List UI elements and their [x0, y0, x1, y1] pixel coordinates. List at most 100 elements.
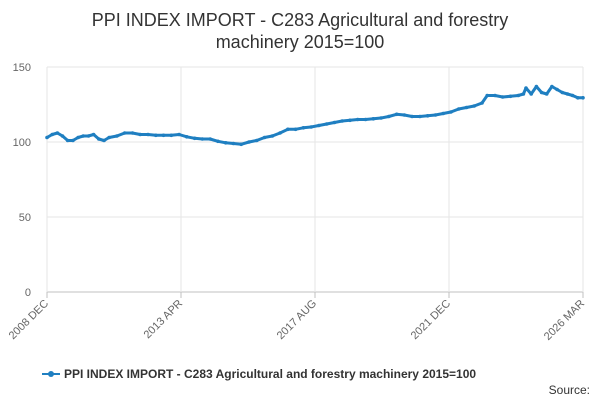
data-point[interactable]	[247, 140, 251, 144]
x-tick-label: 2017 AUG	[275, 298, 319, 342]
data-point[interactable]	[529, 92, 533, 96]
data-point[interactable]	[208, 137, 212, 141]
data-point[interactable]	[254, 138, 259, 143]
legend-dot-marker	[48, 371, 54, 377]
data-point[interactable]	[472, 104, 477, 108]
data-point[interactable]	[555, 87, 559, 92]
data-point[interactable]	[418, 114, 422, 119]
data-point[interactable]	[544, 92, 549, 96]
data-point[interactable]	[81, 134, 86, 138]
data-point[interactable]	[581, 96, 585, 100]
data-point[interactable]	[539, 90, 544, 95]
data-point[interactable]	[324, 122, 329, 126]
data-point[interactable]	[332, 120, 337, 125]
data-point[interactable]	[394, 112, 399, 117]
data-point[interactable]	[560, 90, 565, 95]
data-point[interactable]	[185, 135, 189, 139]
data-point[interactable]	[270, 134, 275, 138]
data-point[interactable]	[379, 116, 383, 120]
data-point[interactable]	[355, 117, 360, 122]
y-tick-label: 50	[19, 212, 31, 224]
data-point[interactable]	[480, 101, 484, 105]
data-point[interactable]	[71, 138, 75, 143]
data-point[interactable]	[410, 114, 414, 119]
data-point[interactable]	[493, 93, 497, 98]
data-point[interactable]	[286, 127, 290, 132]
data-point[interactable]	[91, 132, 96, 137]
data-point[interactable]	[154, 133, 158, 138]
data-point[interactable]	[550, 84, 554, 89]
data-point[interactable]	[516, 93, 521, 98]
data-point[interactable]	[500, 95, 505, 99]
data-point[interactable]	[138, 132, 142, 137]
data-point[interactable]	[161, 133, 166, 138]
legend[interactable]: PPI INDEX IMPORT - C283 Agricultural and…	[42, 367, 476, 381]
data-point[interactable]	[146, 132, 150, 137]
data-point[interactable]	[50, 132, 54, 137]
chart-title-line-1: PPI INDEX IMPORT - C283 Agricultural and…	[92, 10, 509, 30]
data-point[interactable]	[65, 138, 70, 143]
series-layer[interactable]	[45, 84, 585, 147]
data-point[interactable]	[97, 137, 101, 141]
data-point[interactable]	[425, 114, 430, 118]
data-point[interactable]	[200, 137, 205, 141]
data-point[interactable]	[309, 125, 313, 129]
data-point[interactable]	[524, 86, 528, 90]
legend-label[interactable]: PPI INDEX IMPORT - C283 Agricultural and…	[64, 367, 476, 381]
data-point[interactable]	[570, 93, 575, 98]
data-point[interactable]	[485, 93, 490, 98]
data-point[interactable]	[317, 123, 321, 128]
y-tick-label: 0	[25, 287, 31, 299]
data-point[interactable]	[576, 96, 580, 100]
data-point[interactable]	[216, 139, 220, 144]
data-point[interactable]	[231, 141, 236, 146]
y-tick-label: 150	[13, 62, 31, 74]
data-point[interactable]	[521, 92, 526, 96]
x-axis: 2008 DEC 2013 APR 2017 AUG 2021 DEC 2026 MAR	[7, 292, 587, 343]
data-point[interactable]	[192, 136, 197, 141]
data-point[interactable]	[169, 133, 174, 138]
data-point[interactable]	[534, 84, 539, 89]
y-axis: 0 50 100 150	[13, 62, 31, 299]
x-tick-label: 2013 APR	[142, 298, 186, 342]
data-point[interactable]	[363, 117, 368, 122]
data-point[interactable]	[565, 92, 570, 96]
data-point[interactable]	[223, 141, 228, 145]
chart-title-line-2: machinery 2015=100	[216, 32, 385, 52]
data-point[interactable]	[130, 131, 135, 135]
data-point[interactable]	[371, 117, 376, 121]
data-point[interactable]	[464, 105, 469, 110]
data-point[interactable]	[348, 118, 352, 123]
chart-title: PPI INDEX IMPORT - C283 Agricultural and…	[92, 10, 509, 52]
data-point[interactable]	[278, 131, 282, 135]
data-point[interactable]	[107, 135, 111, 140]
data-point[interactable]	[45, 135, 49, 140]
data-point[interactable]	[301, 126, 306, 130]
data-point[interactable]	[86, 134, 91, 138]
data-point[interactable]	[60, 134, 65, 138]
y-tick-label: 100	[13, 137, 31, 149]
data-point[interactable]	[340, 119, 345, 123]
data-point[interactable]	[508, 94, 513, 99]
data-point[interactable]	[76, 135, 80, 140]
data-point[interactable]	[449, 110, 453, 114]
data-point[interactable]	[387, 114, 391, 119]
data-point[interactable]	[456, 107, 461, 111]
data-point[interactable]	[239, 142, 243, 147]
data-point[interactable]	[441, 111, 446, 116]
source-label: Source:	[549, 383, 590, 397]
data-point[interactable]	[402, 113, 407, 117]
grid-lines	[46, 66, 584, 293]
x-tick-label: 2026 MAR	[542, 298, 587, 343]
data-point[interactable]	[177, 132, 181, 137]
data-point[interactable]	[55, 131, 60, 135]
data-point[interactable]	[102, 138, 106, 143]
data-point[interactable]	[122, 131, 127, 135]
x-tick-label: 2008 DEC	[7, 298, 51, 342]
data-point[interactable]	[262, 135, 267, 140]
data-point[interactable]	[293, 127, 298, 132]
data-point[interactable]	[433, 113, 438, 117]
data-point[interactable]	[115, 134, 119, 138]
x-tick-label: 2021 DEC	[409, 298, 453, 342]
